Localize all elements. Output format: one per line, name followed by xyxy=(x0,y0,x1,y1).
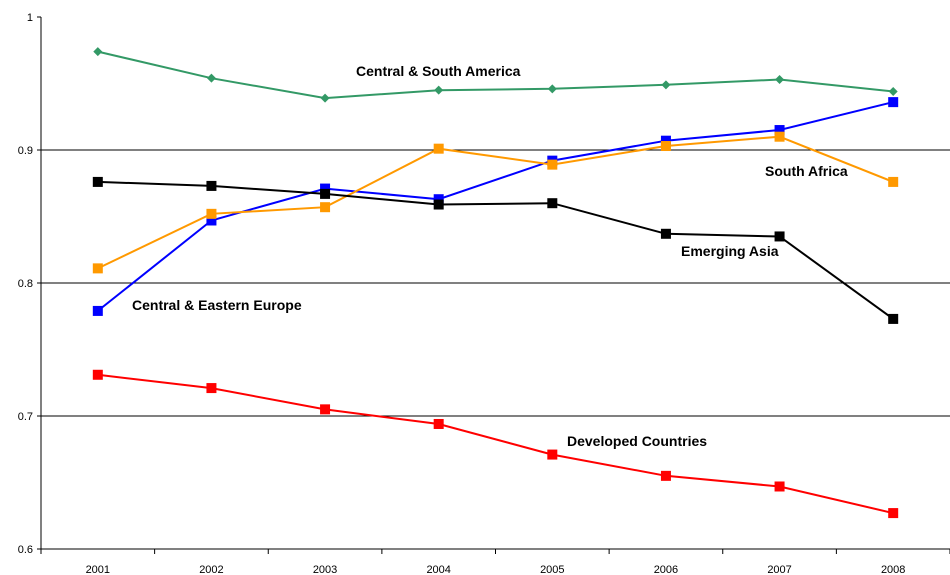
data-point xyxy=(888,313,899,324)
series-0 xyxy=(93,47,898,103)
x-tick-label: 2007 xyxy=(767,564,791,575)
data-point xyxy=(547,449,558,460)
data-point xyxy=(92,369,103,380)
y-axis-ticks: 0.6 0.7 0.8 0.9 1 xyxy=(18,12,41,556)
series-labels: Central & South America Central & Easter… xyxy=(132,63,848,449)
data-point xyxy=(320,404,331,415)
data-point xyxy=(661,80,671,90)
x-tick-label: 2001 xyxy=(86,564,110,575)
data-point xyxy=(320,188,331,199)
y-tick-label: 0.6 xyxy=(18,544,33,556)
label-central-south-america: Central & South America xyxy=(356,63,521,79)
data-point xyxy=(433,143,444,154)
series-line xyxy=(97,101,894,312)
data-point xyxy=(320,202,331,213)
data-point xyxy=(888,176,899,187)
y-tick-label: 0.7 xyxy=(18,411,33,423)
x-tick-label: 2003 xyxy=(313,564,337,575)
data-point xyxy=(320,183,331,194)
data-point xyxy=(660,141,671,152)
label-emerging-asia: Emerging Asia xyxy=(681,243,779,259)
data-point xyxy=(547,84,557,94)
label-central-eastern-europe: Central & Eastern Europe xyxy=(132,297,302,313)
data-point xyxy=(434,85,444,95)
x-tick-label: 2008 xyxy=(881,564,905,575)
data-point xyxy=(206,215,217,226)
series-2 xyxy=(92,131,899,274)
data-point xyxy=(774,131,785,142)
data-point xyxy=(92,305,103,316)
data-point xyxy=(433,418,444,429)
data-point xyxy=(888,86,898,96)
series-line xyxy=(97,180,894,320)
data-point xyxy=(206,180,217,191)
data-point xyxy=(92,263,103,274)
series-line xyxy=(97,135,894,270)
data-point xyxy=(206,383,217,394)
data-point xyxy=(320,93,330,103)
x-tick-label: 2004 xyxy=(426,564,450,575)
gridlines xyxy=(41,149,950,417)
data-point xyxy=(206,73,216,83)
data-point xyxy=(547,159,558,170)
data-point xyxy=(433,199,444,210)
series-line xyxy=(97,50,894,100)
y-tick-label: 0.8 xyxy=(18,278,33,290)
x-axis-ticks: 2001 2002 2003 2004 2005 2006 2007 2008 xyxy=(40,549,950,575)
data-point xyxy=(888,97,899,108)
data-point xyxy=(93,47,103,57)
x-tick-label: 2005 xyxy=(540,564,564,575)
series-3 xyxy=(92,176,899,324)
data-point xyxy=(774,125,785,136)
data-point xyxy=(660,470,671,481)
x-tick-label: 2002 xyxy=(199,564,223,575)
x-tick-label: 2006 xyxy=(654,564,678,575)
y-tick-label: 1 xyxy=(27,12,33,24)
data-point xyxy=(92,176,103,187)
data-point xyxy=(547,198,558,209)
data-point xyxy=(774,231,785,242)
label-developed-countries: Developed Countries xyxy=(567,433,707,449)
y-tick-label: 0.9 xyxy=(18,145,33,157)
data-point xyxy=(660,228,671,239)
series-line xyxy=(97,373,894,515)
label-south-africa: South Africa xyxy=(765,163,848,179)
data-point xyxy=(888,508,899,519)
data-point xyxy=(775,75,785,85)
series-layer xyxy=(92,47,899,519)
data-point xyxy=(433,194,444,205)
data-point xyxy=(206,208,217,219)
data-point xyxy=(774,481,785,492)
data-point xyxy=(660,135,671,146)
series-4 xyxy=(92,369,899,519)
